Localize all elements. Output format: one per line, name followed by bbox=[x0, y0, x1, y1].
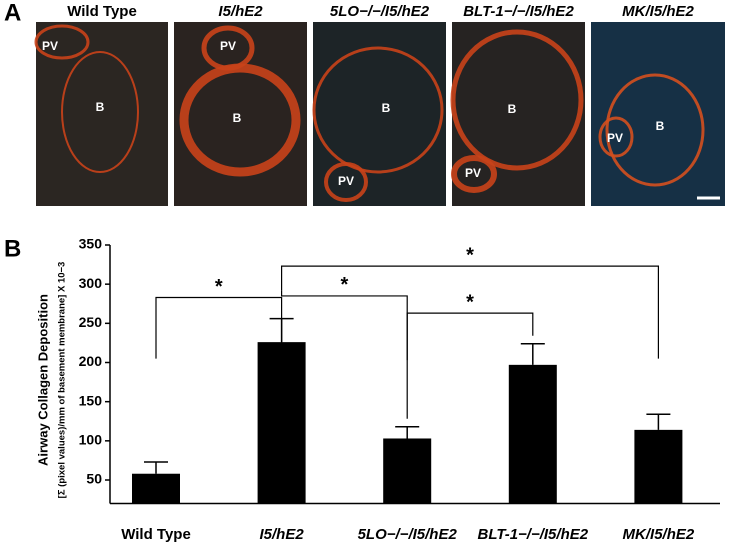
x-tick-label: MK/I5/hE2 bbox=[623, 526, 695, 543]
micrograph bbox=[313, 22, 446, 206]
tissue-outline bbox=[201, 25, 255, 71]
significance-label: * bbox=[215, 276, 223, 298]
y-tick-label: 50 bbox=[86, 471, 102, 487]
x-tick-label: I5/hE2 bbox=[260, 526, 305, 543]
bar bbox=[383, 438, 432, 504]
error-bar bbox=[395, 425, 420, 439]
y-tick-label: 150 bbox=[79, 392, 103, 408]
tissue-outline bbox=[450, 29, 584, 171]
y-tick-label: 350 bbox=[79, 236, 103, 252]
tissue-outline bbox=[451, 155, 497, 193]
structure-label: PV bbox=[42, 39, 58, 53]
structure-label: PV bbox=[607, 131, 623, 145]
significance-label: * bbox=[466, 244, 474, 266]
significance-bracket bbox=[281, 265, 659, 359]
x-tick-label: BLT-1−/−/I5/hE2 bbox=[477, 526, 588, 543]
significance-bracket bbox=[406, 312, 534, 419]
y-tick-label: 250 bbox=[79, 314, 103, 330]
tissue-outline bbox=[312, 46, 444, 174]
y-axis-title: Airway Collagen Deposition [Σ (pixel val… bbox=[35, 262, 67, 499]
tissue-outline bbox=[598, 116, 634, 158]
structure-label: B bbox=[508, 102, 517, 116]
tissue-outline bbox=[324, 162, 368, 202]
tissue-outline bbox=[61, 51, 139, 173]
bar bbox=[508, 364, 557, 504]
error-bar bbox=[144, 461, 168, 474]
panel-label: A bbox=[4, 0, 21, 26]
error-bar bbox=[646, 413, 671, 430]
significance-bracket bbox=[155, 296, 283, 454]
x-tick-label: 5LO−/−/I5/hE2 bbox=[358, 526, 458, 543]
micrograph bbox=[591, 22, 725, 206]
tissue-outline bbox=[605, 73, 705, 187]
significance-label: * bbox=[341, 274, 349, 296]
image-title: BLT-1−/−/I5/hE2 bbox=[463, 3, 574, 20]
image-title: MK/I5/hE2 bbox=[622, 3, 694, 20]
error-bar bbox=[520, 342, 545, 365]
bar bbox=[132, 473, 180, 504]
structure-label: B bbox=[382, 101, 391, 115]
image-title: Wild Type bbox=[67, 3, 137, 20]
structure-label: PV bbox=[465, 166, 481, 180]
y-axis-sublabel: [Σ (pixel values)/mm of basement membran… bbox=[57, 262, 68, 499]
y-tick-label: 200 bbox=[79, 353, 103, 369]
y-tick-label: 300 bbox=[79, 275, 103, 291]
structure-label: B bbox=[233, 111, 242, 125]
image-title: I5/hE2 bbox=[218, 3, 263, 20]
structure-label: B bbox=[656, 119, 665, 133]
structure-label: PV bbox=[220, 39, 236, 53]
y-axis-label: Airway Collagen Deposition bbox=[35, 294, 50, 466]
structure-label: PV bbox=[338, 174, 354, 188]
x-tick-label: Wild Type bbox=[121, 526, 191, 543]
significance-label: * bbox=[466, 291, 474, 313]
structure-label: B bbox=[96, 100, 105, 114]
y-tick-label: 100 bbox=[79, 432, 103, 448]
tissue-outline bbox=[34, 24, 90, 60]
image-title: 5LO−/−/I5/hE2 bbox=[330, 3, 430, 20]
bar bbox=[634, 429, 683, 504]
panel-label: B bbox=[4, 235, 21, 262]
